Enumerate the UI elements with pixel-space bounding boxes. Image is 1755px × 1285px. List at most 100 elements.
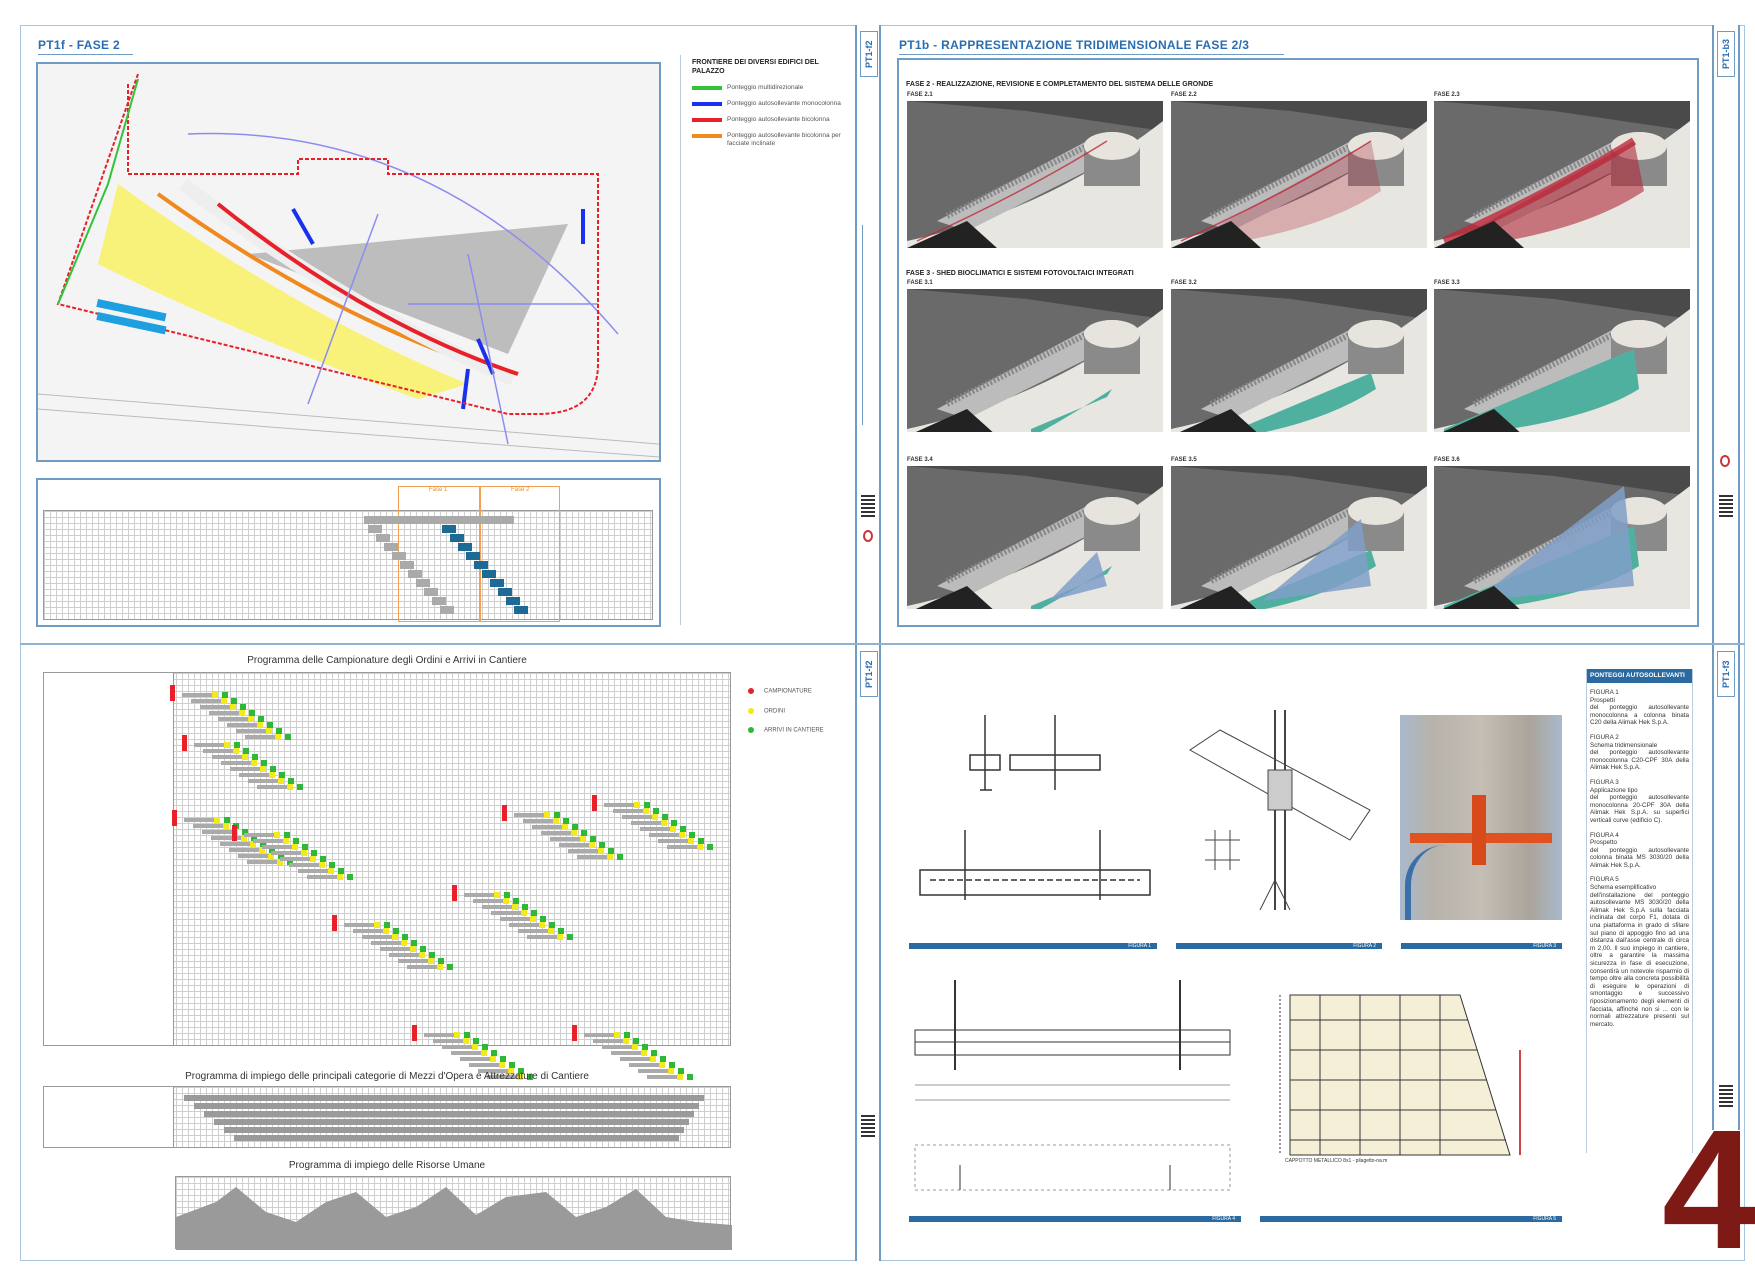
figure-description: FIGURA 5 Schema esemplificativo dell'insta…	[1590, 876, 1689, 1028]
schedule-bar	[202, 830, 232, 834]
render-image[interactable]	[1171, 289, 1427, 432]
schedule-bar	[509, 923, 539, 927]
schedule-bar	[568, 849, 598, 853]
legend-divider	[680, 55, 681, 625]
renders-frame	[897, 58, 1699, 627]
schedule-bar	[280, 857, 310, 861]
order-mark	[634, 802, 640, 808]
order-mark	[503, 898, 509, 904]
schedule-bar	[647, 1075, 677, 1079]
horizontal-divider	[20, 643, 1745, 645]
render-label: FASE 2.1	[907, 92, 933, 98]
sheet-code: PT1-f3	[1717, 651, 1735, 697]
render-image[interactable]	[1434, 289, 1690, 432]
order-mark	[571, 830, 577, 836]
figure-label: FIGURA 1	[1590, 689, 1619, 696]
schedule-bar	[649, 833, 679, 837]
render-image[interactable]	[907, 289, 1163, 432]
figure-5-drawing: CAPPOTTO METALLICO 8x1 - pilagetto-na.m	[1270, 990, 1570, 1165]
render-label: FASE 2.2	[1171, 92, 1197, 98]
title-strip-left-bottom: PT1-f2	[855, 645, 881, 1261]
schedule-bar	[244, 833, 274, 837]
arrival-mark	[624, 1032, 630, 1038]
order-mark	[562, 824, 568, 830]
render-image[interactable]	[1171, 101, 1427, 248]
arrival-mark	[687, 1074, 693, 1080]
render-image[interactable]	[907, 101, 1163, 248]
row-labels	[44, 1087, 174, 1147]
order-mark	[688, 838, 694, 844]
schedule-bar	[487, 1075, 517, 1079]
render-image[interactable]	[907, 466, 1163, 609]
gantt-bar	[384, 543, 398, 551]
arrival-mark	[563, 818, 569, 824]
order-mark	[319, 862, 325, 868]
arrival-mark	[504, 892, 510, 898]
schedule-bar	[398, 959, 428, 963]
arrival-mark	[689, 832, 695, 838]
title-strip-right-bottom: PT1-f3	[1712, 645, 1740, 1130]
order-mark	[287, 784, 293, 790]
equipment-schedule-chart	[43, 1086, 731, 1148]
schedule-bar	[229, 848, 259, 852]
blue-scaffold-line	[291, 208, 585, 410]
gantt-bar	[498, 588, 512, 596]
figure-heading: Applicazione tipo	[1590, 786, 1638, 794]
schedule-bar	[344, 923, 374, 927]
order-mark	[521, 910, 527, 916]
arrival-mark	[527, 1074, 533, 1080]
row-labels	[44, 673, 174, 1045]
order-mark	[659, 1062, 665, 1068]
arrival-mark	[242, 829, 248, 835]
figure-description: FIGURA 1 Prospetti del ponteggio autosolle…	[1590, 689, 1689, 727]
render-image[interactable]	[1434, 466, 1690, 609]
arrival-mark	[302, 844, 308, 850]
arrival-mark	[662, 814, 668, 820]
render-image[interactable]	[1171, 466, 1427, 609]
arrival-mark	[678, 1068, 684, 1074]
legend-item: Ponteggio autosollevante bicolonna per f…	[692, 132, 842, 148]
arrival-mark	[567, 934, 573, 940]
order-mark	[508, 1068, 514, 1074]
gantt-bar	[368, 525, 382, 533]
gantt-grid	[43, 510, 653, 620]
arrival-mark	[554, 812, 560, 818]
order-mark	[428, 958, 434, 964]
arrival-mark	[531, 910, 537, 916]
figure-caption-bar: FIGURA 4	[909, 1216, 1241, 1222]
gantt-bar	[442, 525, 456, 533]
schedule-bar	[239, 773, 269, 777]
schedule-bar	[380, 947, 410, 951]
arrival-mark	[284, 832, 290, 838]
arrival-mark	[234, 742, 240, 748]
order-mark	[257, 722, 263, 728]
arrival-mark	[402, 934, 408, 940]
equipment-bar	[194, 1103, 699, 1109]
order-mark	[499, 1062, 505, 1068]
figure-3-photo	[1400, 715, 1562, 920]
gantt-bar	[490, 579, 504, 587]
sheet-code: PT1-b3	[1717, 31, 1735, 77]
render-image[interactable]	[1434, 101, 1690, 248]
figure-text: del ponteggio autosollevante monocolonna…	[1590, 794, 1689, 824]
gantt-bar	[514, 606, 528, 614]
order-mark	[242, 754, 248, 760]
schedule-bar	[604, 803, 634, 807]
order-mark	[383, 928, 389, 934]
arrival-mark	[278, 853, 284, 859]
arrival-mark	[258, 716, 264, 722]
schedule-bar	[238, 854, 268, 858]
schedule-bar	[200, 705, 230, 709]
order-mark	[248, 716, 254, 722]
figure-caption-bar: FIGURA 1	[909, 943, 1157, 949]
order-mark	[490, 1056, 496, 1062]
render-label: FASE 3.1	[907, 280, 933, 286]
legend-label: Ponteggio multidirezionale	[727, 84, 804, 91]
order-mark	[641, 1050, 647, 1056]
chart-title: Programma di impiego delle principali ca…	[185, 1071, 589, 1082]
schedule-bar	[638, 1069, 668, 1073]
order-mark	[598, 848, 604, 854]
logo-icon	[863, 530, 873, 542]
render-label: FASE 2.3	[1434, 92, 1460, 98]
schedule-bar	[523, 819, 553, 823]
